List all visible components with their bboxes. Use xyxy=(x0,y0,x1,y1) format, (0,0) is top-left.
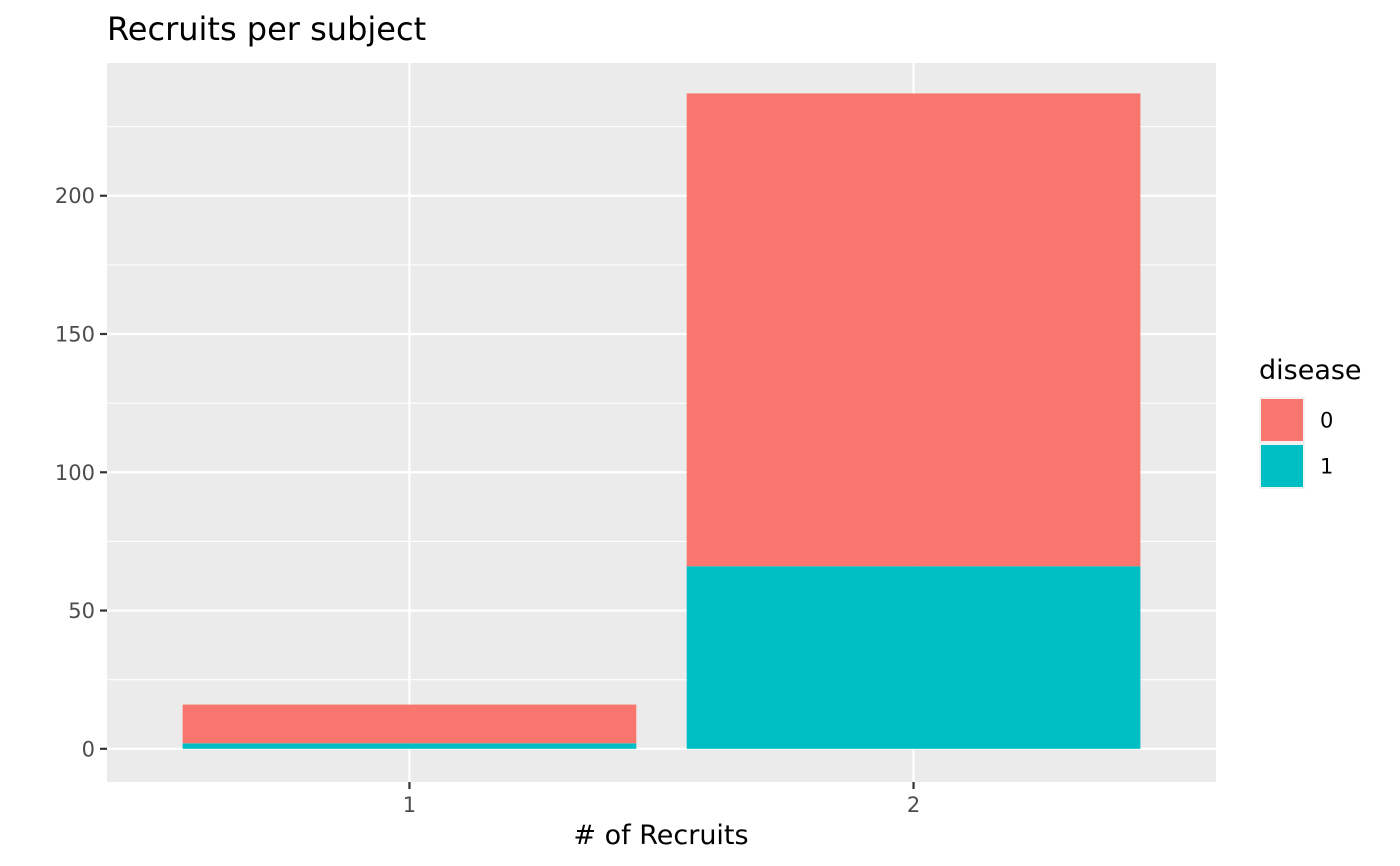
y-tick-label: 200 xyxy=(55,184,95,208)
y-tick-label: 100 xyxy=(55,461,95,485)
bar-cat1-disease1 xyxy=(182,743,637,749)
bar-cat2-disease0 xyxy=(686,93,1141,567)
chart-title: Recruits per subject xyxy=(107,10,426,48)
legend-key-label: 1 xyxy=(1320,455,1333,479)
bar-cat2-disease1 xyxy=(686,566,1141,749)
y-tick-label: 50 xyxy=(68,599,95,623)
bars xyxy=(182,93,1141,749)
y-tick-label: 150 xyxy=(55,323,95,347)
legend-title: disease xyxy=(1259,355,1362,386)
bar-cat1-disease0 xyxy=(182,704,637,744)
x-axis-title: # of Recruits xyxy=(573,820,748,851)
x-tick-label: 2 xyxy=(907,793,920,817)
y-axis: 0 50 100 150 200 xyxy=(55,184,107,761)
legend-key-swatch xyxy=(1261,399,1303,441)
x-tick-label: 1 xyxy=(403,793,416,817)
legend-key-swatch xyxy=(1261,445,1303,487)
legend-key-label: 0 xyxy=(1320,409,1333,433)
y-tick-label: 0 xyxy=(82,737,95,761)
legend: disease 0 1 xyxy=(1259,355,1362,489)
